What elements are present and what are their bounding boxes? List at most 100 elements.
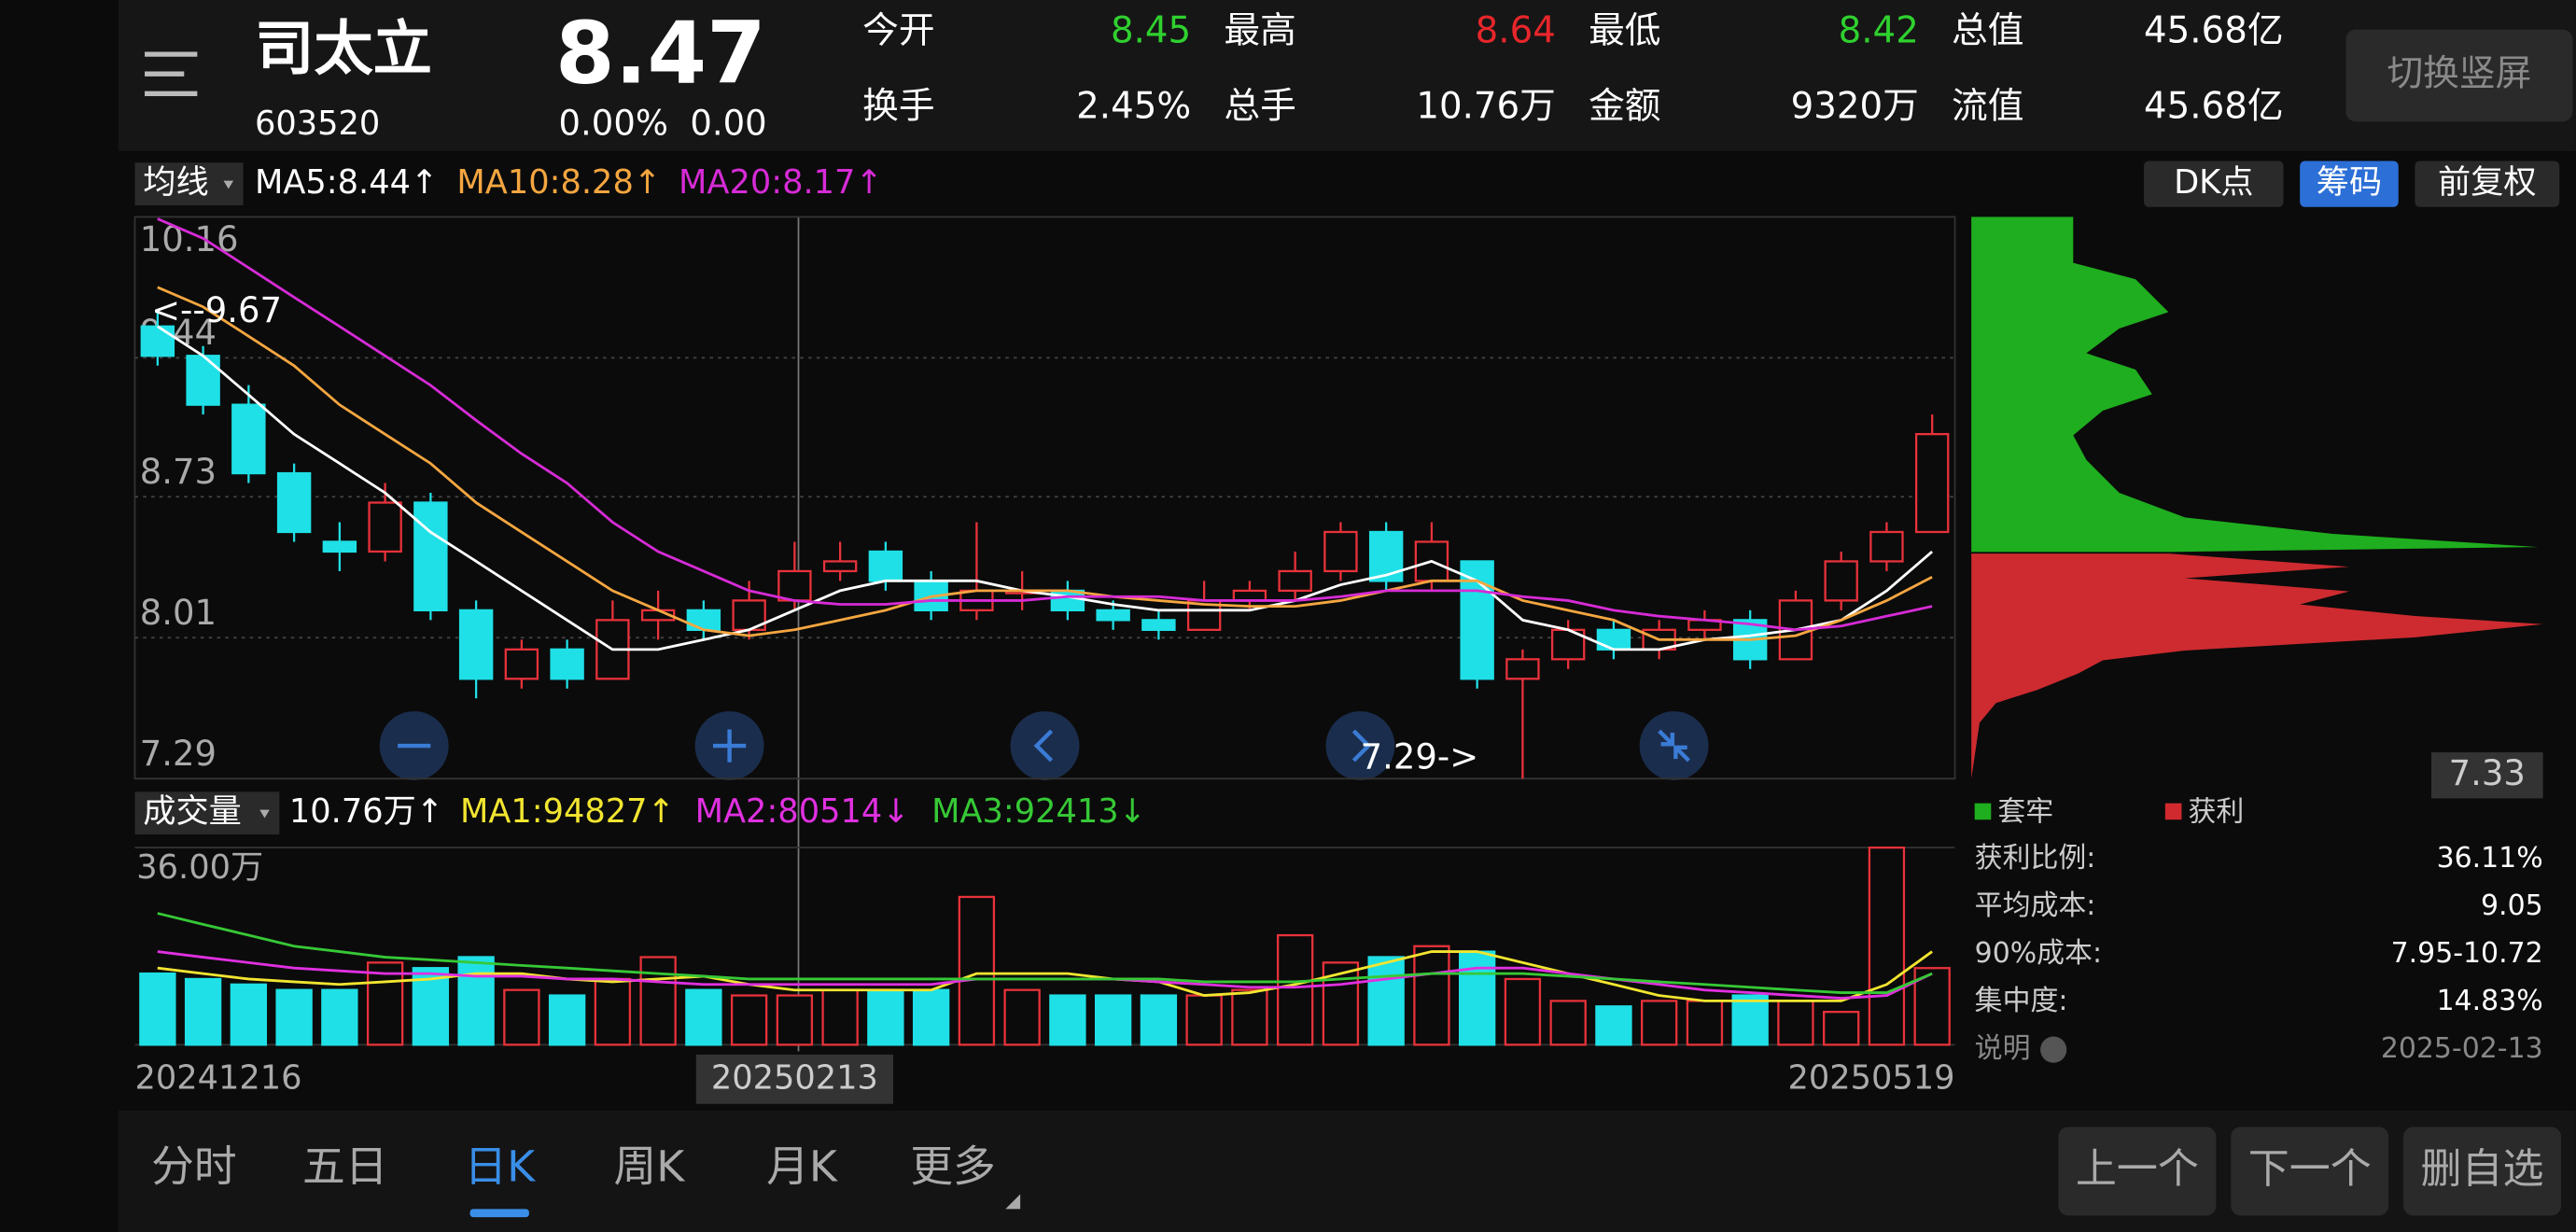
volume-bar <box>366 961 404 1046</box>
volume-bar <box>1276 933 1314 1046</box>
stat-label: 平均成本: <box>1975 889 2096 922</box>
stock-name: 司太立 <box>255 14 432 83</box>
quote-label: 最高 <box>1224 10 1295 52</box>
nav-button[interactable] <box>2403 1127 2561 1216</box>
volume-bar <box>1686 1000 1724 1046</box>
current-price-box <box>2430 752 2543 799</box>
quote-label: 总值 <box>1952 10 2023 52</box>
candle-body <box>1050 589 1085 612</box>
legend-entry: MA3:92413↓ <box>931 792 1146 831</box>
candle-body <box>686 609 721 631</box>
volume-bar <box>1140 994 1178 1046</box>
chip-profile-profit <box>1971 553 2543 779</box>
y-tick-label: 36.00万 <box>136 848 263 887</box>
volume-bar <box>594 977 632 1046</box>
nav-button[interactable] <box>2058 1127 2217 1216</box>
quote-label: 流值 <box>1952 86 2023 128</box>
candle-body <box>777 569 812 602</box>
nav-button-label: 下一个 <box>2248 1145 2372 1193</box>
volume-bar <box>1049 994 1086 1046</box>
volume-bar <box>184 977 222 1046</box>
legend-button[interactable] <box>134 791 280 835</box>
ma-line <box>157 217 1933 632</box>
candle-body <box>458 609 494 680</box>
info-icon[interactable] <box>2040 1036 2067 1063</box>
legend-button[interactable] <box>134 162 244 205</box>
legend-button-label: 均线 <box>143 163 208 202</box>
icon <box>1033 729 1054 763</box>
menu-icon[interactable] <box>145 51 198 96</box>
candle-body <box>868 550 903 582</box>
volume-bar <box>821 988 859 1046</box>
quote-value: 9320万 <box>1791 86 1919 128</box>
chart-button[interactable] <box>2300 161 2399 207</box>
x-tick-label: 20250213 <box>711 1058 878 1097</box>
volume-bar <box>1868 847 1906 1046</box>
volume-bar <box>548 994 586 1046</box>
nav-button-label: 上一个 <box>2076 1145 2199 1193</box>
x-tick-label: 20250519 <box>1787 1058 1954 1097</box>
volume-bar <box>867 988 904 1046</box>
volume-bar <box>1777 1000 1814 1046</box>
volume-bar <box>1595 1005 1632 1046</box>
quote-value: 2.45% <box>1076 86 1191 128</box>
volume-bar <box>685 988 722 1046</box>
candle-body <box>1460 560 1494 680</box>
quote-label: 今开 <box>862 10 934 52</box>
stat-label: 集中度: <box>1975 985 2068 1017</box>
chart-button[interactable] <box>2143 161 2284 207</box>
change: 0.00 <box>690 103 766 143</box>
tab[interactable]: 分时 <box>151 1142 236 1192</box>
volume-bar <box>1094 994 1132 1046</box>
quote-label: 换手 <box>862 86 934 128</box>
nav-button[interactable] <box>2231 1127 2389 1216</box>
left-button[interactable] <box>1010 711 1080 780</box>
stat-value: 14.83% <box>2437 985 2543 1017</box>
volume-bar <box>1003 988 1041 1046</box>
nav-buttons <box>379 711 1709 780</box>
volume-bar <box>730 994 768 1046</box>
volume-bar <box>639 956 677 1046</box>
quote-value: 8.45 <box>1111 10 1191 52</box>
tab[interactable]: 五日 <box>302 1142 388 1192</box>
volume-bar <box>776 994 814 1046</box>
volume-bar <box>1185 994 1223 1046</box>
volume-bar <box>1504 977 1542 1046</box>
volume-bar <box>1413 945 1450 1046</box>
tab[interactable]: 周K <box>613 1142 685 1192</box>
tab[interactable]: 更多 <box>910 1142 996 1192</box>
x-label-box <box>695 1054 893 1104</box>
candle-body <box>1368 530 1404 582</box>
annotation: 7.29-> <box>1361 737 1479 777</box>
candle-body <box>1596 628 1631 651</box>
price: 8.47 <box>555 3 766 103</box>
volume-bar <box>503 988 540 1046</box>
y-tick-label: 7.29 <box>140 734 217 774</box>
right-button[interactable] <box>1325 711 1395 780</box>
volume-bar <box>1549 1000 1587 1046</box>
volume-bar <box>230 983 268 1046</box>
stock-code: 603520 <box>255 105 380 143</box>
tab[interactable]: 日K <box>464 1142 536 1192</box>
header-bg <box>118 0 2576 151</box>
quote-value: 45.68亿 <box>2144 10 2284 52</box>
candle-body <box>1232 589 1267 602</box>
stat-label: 90%成本: <box>1975 937 2102 970</box>
candle-body <box>413 501 448 612</box>
switch-button[interactable] <box>2345 29 2573 122</box>
volume-bar <box>1641 1000 1678 1046</box>
candle-body <box>140 325 175 357</box>
change-pct: 0.00% <box>559 103 668 143</box>
tab[interactable]: 月K <box>766 1142 838 1192</box>
chart-button[interactable] <box>2415 161 2560 207</box>
legend-entry: MA10:8.28↑ <box>456 163 661 202</box>
volume-bar <box>1231 988 1268 1046</box>
volume-bar <box>1458 950 1496 1046</box>
quote-label: 最低 <box>1589 10 1660 52</box>
candle-body <box>276 471 312 534</box>
candle-body <box>322 540 357 553</box>
volume-bar <box>139 972 176 1046</box>
volume-bar <box>912 988 950 1046</box>
icon <box>1351 729 1372 763</box>
